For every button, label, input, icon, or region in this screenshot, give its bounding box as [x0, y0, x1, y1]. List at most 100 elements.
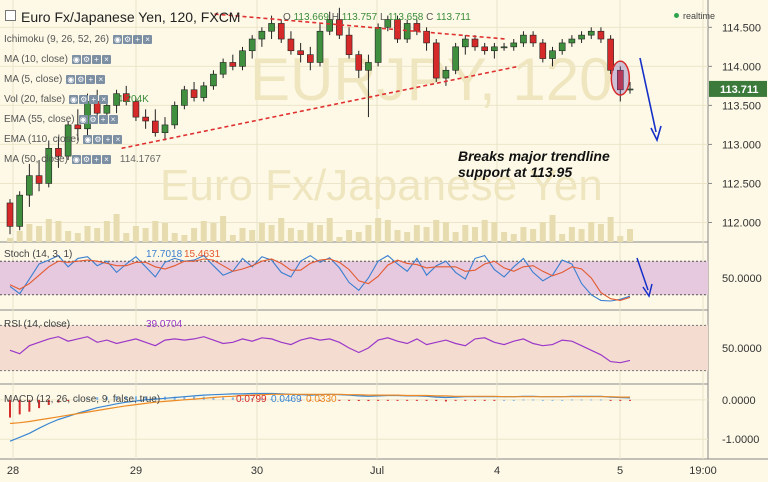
macd-histogram-bar: [561, 399, 564, 401]
macd-histogram-bar: [348, 399, 351, 401]
indicator-row[interactable]: MA (50, close) ◉ ⚙ + × 114.1767: [4, 154, 161, 165]
candle-body: [413, 23, 421, 32]
candle-body: [268, 23, 275, 32]
candle-body: [510, 42, 518, 48]
close-icon[interactable]: ×: [143, 35, 153, 44]
volume-bar: [472, 227, 478, 242]
ohlc-close: 113.711: [436, 12, 471, 23]
settings-icon[interactable]: ⚙: [79, 95, 89, 104]
macd-y-tick-label: 0.0000: [722, 395, 756, 407]
volume-bar: [336, 237, 343, 242]
indicator-row[interactable]: EMA (110, close) ◉ ⚙ + ×: [4, 134, 123, 145]
candle-body: [365, 62, 372, 71]
settings-icon[interactable]: ⚙: [76, 75, 86, 84]
settings-icon[interactable]: ⚙: [81, 55, 91, 64]
volume-bar: [452, 232, 459, 242]
indicator-row[interactable]: Vol (20, false) ◉ ⚙ + × 4.204K: [4, 94, 149, 105]
candle-body: [316, 30, 324, 63]
macd-histogram-bar: [270, 399, 273, 401]
indicator-row[interactable]: MA (5, close) ◉ ⚙ + ×: [4, 74, 106, 85]
settings-icon[interactable]: ⚙: [81, 155, 91, 164]
stoch-d-value: 15.4631: [184, 249, 221, 260]
candle-body: [103, 105, 111, 114]
indicator-row[interactable]: MA (10, close) ◉ ⚙ + ×: [4, 54, 112, 65]
macd-histogram-bar: [367, 399, 370, 402]
candle-body: [307, 54, 314, 63]
volume-bar: [442, 222, 449, 242]
macd-histogram-bar: [115, 396, 118, 400]
add-icon[interactable]: +: [91, 155, 101, 164]
macd-histogram-bar: [522, 399, 525, 401]
watermark-symbol: EURJPY, 120: [250, 46, 612, 113]
candle-body: [432, 42, 440, 79]
candle: [210, 70, 217, 90]
candle-body: [607, 38, 614, 71]
add-icon[interactable]: +: [89, 95, 99, 104]
macd-histogram-bar: [629, 399, 631, 401]
candle-body: [355, 54, 363, 71]
close-icon[interactable]: ×: [108, 115, 118, 124]
eye-icon[interactable]: ◉: [78, 115, 88, 124]
volume-bar: [26, 224, 33, 242]
candle-body: [529, 34, 537, 44]
settings-icon[interactable]: ⚙: [93, 135, 103, 144]
macd-histogram-bar: [105, 396, 108, 400]
eye-icon[interactable]: ◉: [113, 35, 123, 44]
add-icon[interactable]: +: [86, 75, 96, 84]
indicator-label: MA (5, close): [4, 74, 63, 86]
candle-body: [336, 19, 343, 36]
eye-icon[interactable]: ◉: [71, 55, 81, 64]
macd-histogram-bar: [338, 399, 341, 401]
macd-histogram-bar: [28, 399, 31, 412]
stoch-y-tick-label: 50.0000: [722, 273, 762, 285]
candle-body: [219, 62, 227, 75]
collapse-checkbox[interactable]: [5, 10, 16, 21]
settings-icon[interactable]: ⚙: [88, 115, 98, 124]
stoch-line-k: [9, 254, 631, 302]
close-icon[interactable]: ×: [96, 75, 106, 84]
candle-body: [152, 120, 159, 134]
add-icon[interactable]: +: [98, 115, 108, 124]
candle: [113, 89, 120, 114]
eye-icon[interactable]: ◉: [69, 95, 79, 104]
volume-bar: [84, 226, 91, 242]
eye-icon[interactable]: ◉: [83, 135, 93, 144]
volume-bar: [384, 220, 391, 242]
volume-bar: [132, 226, 139, 242]
candle: [365, 54, 372, 118]
settings-icon[interactable]: ⚙: [123, 35, 133, 44]
y-tick-label: 113.500: [722, 100, 761, 112]
candle: [452, 42, 459, 75]
realtime-indicator[interactable]: realtime: [674, 11, 715, 21]
volume-bar: [326, 218, 333, 242]
indicator-row[interactable]: EMA (55, close) ◉ ⚙ + ×: [4, 114, 119, 125]
candle: [500, 42, 508, 51]
volume-bar: [520, 227, 527, 242]
current-price-label: 113.711: [720, 84, 759, 96]
indicator-row[interactable]: Ichimoku (9, 26, 52, 26) ◉ ⚙ + ×: [4, 34, 153, 45]
add-icon[interactable]: +: [91, 55, 101, 64]
add-icon[interactable]: +: [133, 35, 143, 44]
indicator-buttons: ◉ ⚙ + ×: [113, 34, 153, 45]
candle: [277, 19, 285, 43]
volume-bar: [36, 226, 43, 242]
close-icon[interactable]: ×: [101, 55, 111, 64]
volume-bar: [413, 225, 420, 242]
candle: [558, 39, 566, 55]
macd-histogram-bar: [599, 399, 602, 401]
indicator-label: MA (10, close): [4, 54, 68, 66]
candle: [568, 35, 576, 47]
volume-bar: [200, 221, 207, 242]
close-icon[interactable]: ×: [101, 155, 111, 164]
annotation-line-2: support at 113.95: [458, 164, 573, 180]
close-icon[interactable]: ×: [99, 95, 109, 104]
add-icon[interactable]: +: [103, 135, 113, 144]
close-icon[interactable]: ×: [113, 135, 123, 144]
candle: [161, 117, 169, 141]
candle-body: [549, 50, 556, 59]
candle-body: [210, 73, 217, 87]
macd-histogram-bar: [38, 399, 41, 409]
eye-icon[interactable]: ◉: [71, 155, 81, 164]
candle: [374, 23, 382, 67]
eye-icon[interactable]: ◉: [66, 75, 76, 84]
